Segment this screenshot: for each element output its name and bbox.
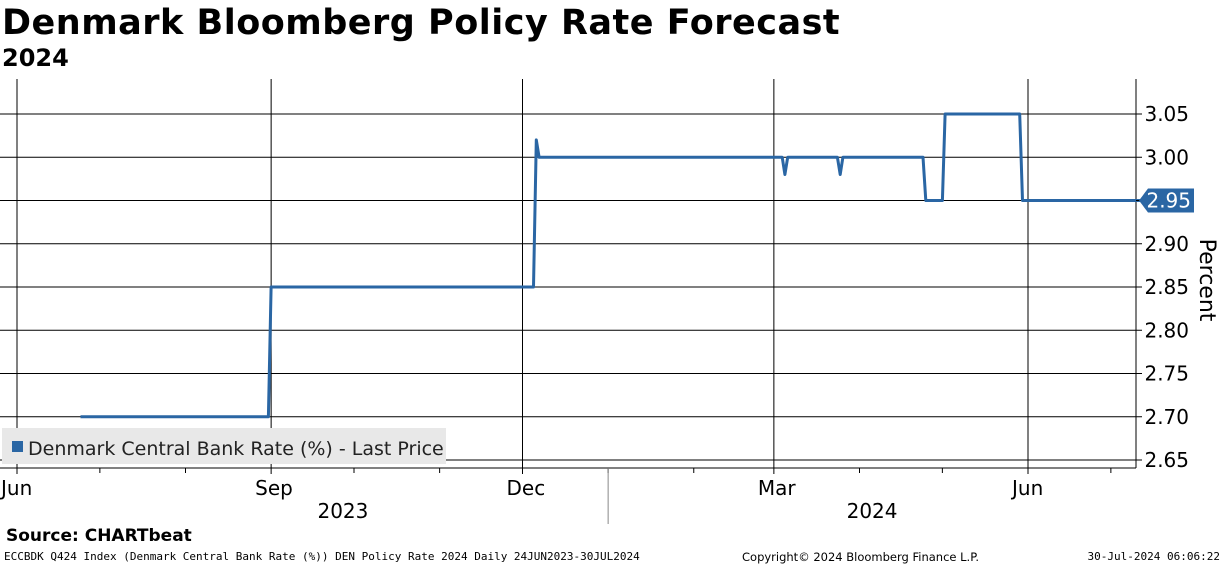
- y-tick-labels: 2.65 2.70 2.75 2.80 2.85 2.90 3.00 3.05: [1136, 102, 1189, 472]
- x-tick-label: Mar: [758, 476, 797, 500]
- footer-index-description: ECCBDK Q424 Index (Denmark Central Bank …: [4, 550, 640, 563]
- legend-box: [2, 428, 446, 464]
- x-tick-labels: Jun Sep Dec Mar Jun: [0, 476, 1043, 500]
- footer-copyright: Copyright© 2024 Bloomberg Finance L.P.: [742, 550, 979, 564]
- y-tick-label: 2.65: [1144, 448, 1189, 472]
- x-tick-label: Sep: [255, 476, 293, 500]
- x-minor-ticks: [99, 468, 1112, 473]
- footer-timestamp: 30-Jul-2024 06:06:22: [1087, 550, 1220, 563]
- y-tick-label: 3.05: [1144, 102, 1189, 126]
- last-value-tag: 2.95: [1139, 188, 1194, 213]
- legend: Denmark Central Bank Rate (%) - Last Pri…: [2, 428, 446, 464]
- series-layer: [80, 112, 1191, 419]
- source-note: Source: CHARTbeat: [6, 526, 192, 546]
- chart-title: Denmark Bloomberg Policy Rate Forecast: [2, 3, 841, 43]
- legend-swatch: [12, 441, 23, 452]
- x-tick-label: Jun: [1010, 476, 1043, 500]
- x-year-labels: 2023 2024: [317, 468, 898, 524]
- chart-subtitle: 2024: [2, 44, 69, 72]
- series-line: [80, 112, 1191, 419]
- y-tick-label: 2.80: [1144, 318, 1189, 342]
- last-value-label: 2.95: [1146, 189, 1191, 213]
- horizontal-gridlines: [0, 113, 1136, 461]
- y-axis-label: Percent: [1194, 239, 1219, 322]
- x-year-label: 2024: [847, 499, 898, 523]
- y-tick-label: 2.75: [1144, 362, 1189, 386]
- legend-label: Denmark Central Bank Rate (%) - Last Pri…: [28, 438, 444, 460]
- y-tick-label: 2.85: [1144, 275, 1189, 299]
- x-tick-label: Dec: [507, 476, 546, 500]
- last-value-marker: [1139, 188, 1194, 213]
- y-tick-label: 3.00: [1144, 145, 1189, 169]
- y-tick-label: 2.70: [1144, 405, 1189, 429]
- plot-frame: [0, 79, 1136, 468]
- y-tick-label: 2.90: [1144, 232, 1189, 256]
- vertical-gridlines: [16, 79, 1029, 474]
- x-year-label: 2023: [317, 499, 368, 523]
- x-tick-label: Jun: [0, 476, 32, 500]
